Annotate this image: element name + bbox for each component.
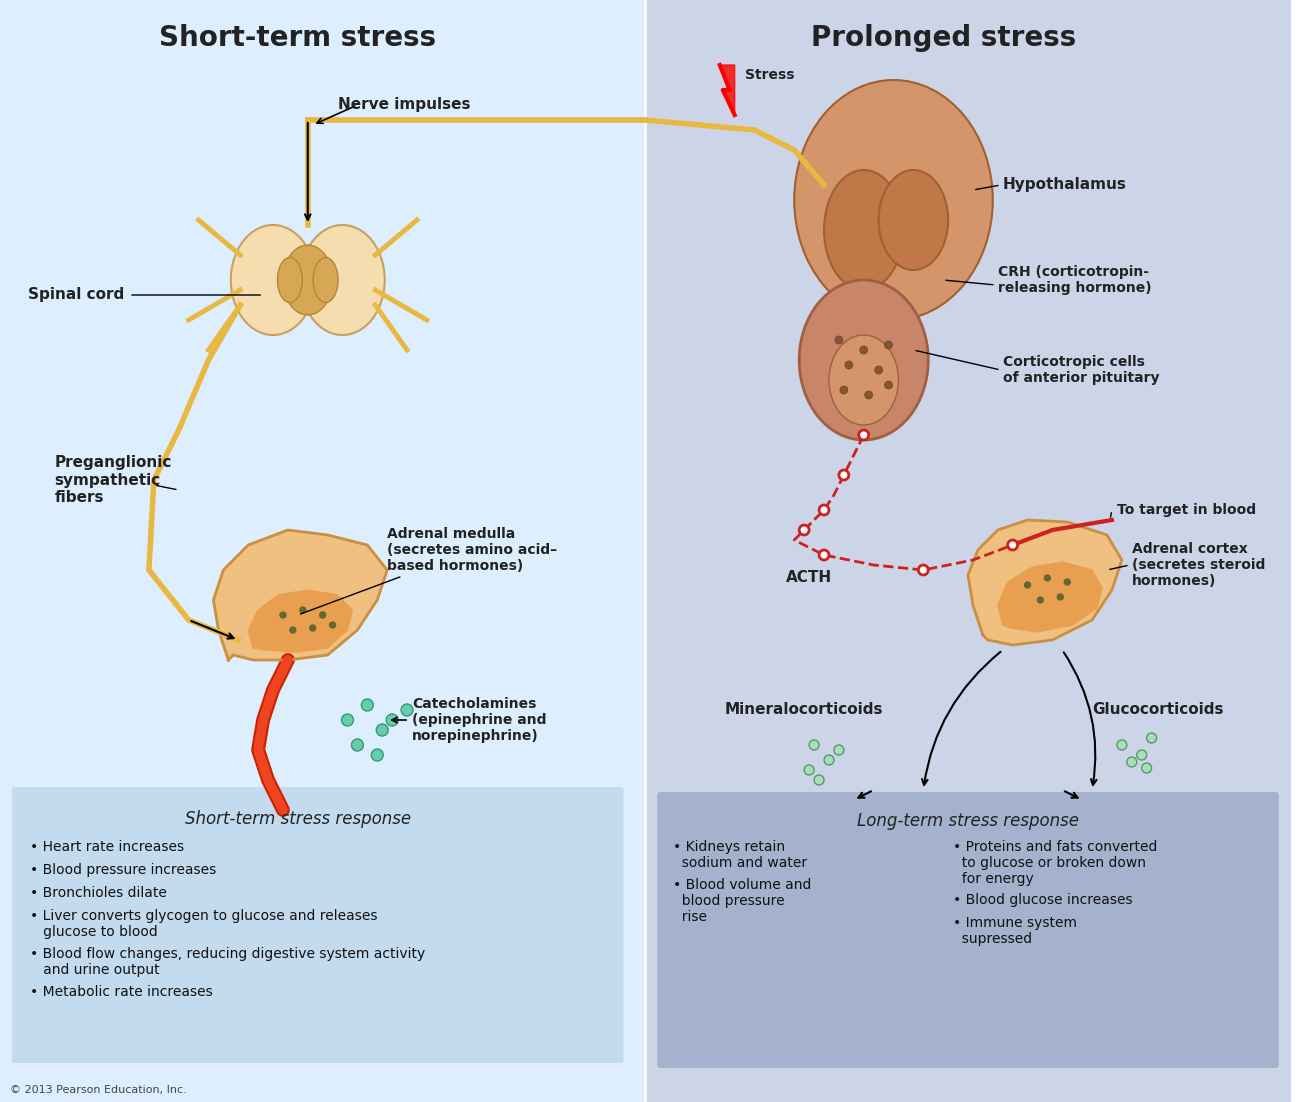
Text: CRH (corticotropin-
releasing hormone): CRH (corticotropin- releasing hormone) bbox=[998, 264, 1152, 295]
Text: Hypothalamus: Hypothalamus bbox=[1002, 177, 1127, 193]
Circle shape bbox=[309, 625, 316, 631]
Text: • Blood pressure increases: • Blood pressure increases bbox=[30, 863, 216, 877]
Circle shape bbox=[320, 612, 325, 618]
Circle shape bbox=[800, 525, 809, 534]
Circle shape bbox=[884, 341, 893, 349]
Circle shape bbox=[372, 749, 383, 761]
Circle shape bbox=[819, 505, 829, 515]
Polygon shape bbox=[998, 562, 1102, 633]
Circle shape bbox=[875, 366, 883, 374]
Circle shape bbox=[859, 430, 868, 440]
Text: • Immune system
  supressed: • Immune system supressed bbox=[953, 916, 1078, 947]
Circle shape bbox=[1024, 582, 1031, 588]
Text: • Bronchioles dilate: • Bronchioles dilate bbox=[30, 886, 166, 900]
Circle shape bbox=[845, 361, 853, 369]
Circle shape bbox=[1136, 750, 1147, 760]
Text: Preganglionic
sympathetic
fibers: Preganglionic sympathetic fibers bbox=[55, 455, 172, 505]
FancyBboxPatch shape bbox=[658, 792, 1279, 1068]
Polygon shape bbox=[968, 520, 1122, 645]
Text: Catecholamines
(epinephrine and
norepinephrine): Catecholamines (epinephrine and norepine… bbox=[412, 696, 546, 743]
Circle shape bbox=[835, 336, 842, 344]
Text: • Liver converts glycogen to glucose and releases
   glucose to blood: • Liver converts glycogen to glucose and… bbox=[30, 909, 377, 939]
Text: ACTH: ACTH bbox=[786, 570, 832, 585]
Circle shape bbox=[1147, 733, 1157, 743]
Text: Prolonged stress: Prolonged stress bbox=[810, 24, 1076, 52]
Circle shape bbox=[840, 386, 848, 395]
Circle shape bbox=[330, 622, 335, 628]
Circle shape bbox=[342, 714, 354, 726]
Circle shape bbox=[1117, 741, 1127, 750]
Circle shape bbox=[1044, 575, 1050, 581]
Polygon shape bbox=[720, 65, 734, 115]
Circle shape bbox=[280, 612, 286, 618]
Text: Stress: Stress bbox=[745, 68, 794, 82]
Ellipse shape bbox=[800, 280, 928, 440]
Circle shape bbox=[1008, 540, 1018, 550]
Text: Nerve impulses: Nerve impulses bbox=[338, 97, 471, 112]
Circle shape bbox=[864, 391, 872, 399]
Circle shape bbox=[819, 550, 829, 560]
Ellipse shape bbox=[277, 258, 303, 303]
Ellipse shape bbox=[794, 80, 993, 320]
Circle shape bbox=[1057, 594, 1063, 599]
Circle shape bbox=[376, 724, 389, 736]
Text: © 2013 Pearson Education, Inc.: © 2013 Pearson Education, Inc. bbox=[10, 1085, 187, 1095]
Text: Spinal cord: Spinal cord bbox=[27, 288, 123, 303]
Text: • Blood glucose increases: • Blood glucose increases bbox=[953, 893, 1132, 907]
Polygon shape bbox=[213, 530, 387, 660]
Text: Long-term stress response: Long-term stress response bbox=[857, 812, 1079, 830]
Circle shape bbox=[290, 627, 296, 633]
Ellipse shape bbox=[313, 258, 338, 303]
Text: Corticotropic cells
of anterior pituitary: Corticotropic cells of anterior pituitar… bbox=[1002, 355, 1160, 385]
Circle shape bbox=[1037, 597, 1044, 603]
Text: • Blood volume and
  blood pressure
  rise: • Blood volume and blood pressure rise bbox=[673, 878, 811, 925]
Ellipse shape bbox=[283, 245, 333, 315]
Circle shape bbox=[824, 755, 833, 765]
Text: Mineralocorticoids: Mineralocorticoids bbox=[724, 702, 883, 717]
Ellipse shape bbox=[231, 225, 315, 335]
Circle shape bbox=[361, 699, 373, 711]
Circle shape bbox=[805, 765, 814, 775]
Ellipse shape bbox=[824, 170, 904, 290]
FancyBboxPatch shape bbox=[0, 0, 645, 1102]
Circle shape bbox=[1141, 763, 1152, 773]
Circle shape bbox=[859, 346, 867, 354]
Text: • Proteins and fats converted
  to glucose or broken down
  for energy: • Proteins and fats converted to glucose… bbox=[953, 840, 1157, 886]
Circle shape bbox=[814, 775, 824, 785]
Circle shape bbox=[351, 739, 364, 750]
Text: • Metabolic rate increases: • Metabolic rate increases bbox=[30, 985, 212, 1000]
Circle shape bbox=[300, 607, 306, 613]
Circle shape bbox=[884, 381, 893, 389]
Circle shape bbox=[1127, 757, 1136, 767]
Text: • Blood flow changes, reducing digestive system activity
   and urine output: • Blood flow changes, reducing digestive… bbox=[30, 947, 425, 977]
Circle shape bbox=[809, 741, 819, 750]
FancyBboxPatch shape bbox=[12, 787, 624, 1063]
Polygon shape bbox=[248, 590, 352, 652]
Text: • Heart rate increases: • Heart rate increases bbox=[30, 840, 183, 854]
Circle shape bbox=[402, 704, 413, 716]
Text: Adrenal cortex
(secretes steroid
hormones): Adrenal cortex (secretes steroid hormone… bbox=[1132, 542, 1265, 588]
Circle shape bbox=[833, 745, 844, 755]
Circle shape bbox=[386, 714, 398, 726]
Circle shape bbox=[838, 469, 849, 480]
Text: Glucocorticoids: Glucocorticoids bbox=[1092, 702, 1223, 717]
Circle shape bbox=[918, 565, 928, 575]
Text: To target in blood: To target in blood bbox=[1117, 503, 1256, 517]
Circle shape bbox=[1065, 579, 1070, 585]
Ellipse shape bbox=[829, 335, 898, 425]
Ellipse shape bbox=[300, 225, 385, 335]
Text: Short-term stress response: Short-term stress response bbox=[185, 810, 411, 828]
Text: Adrenal medulla
(secretes amino acid–
based hormones): Adrenal medulla (secretes amino acid– ba… bbox=[300, 527, 558, 614]
Text: • Kidneys retain
  sodium and water: • Kidneys retain sodium and water bbox=[673, 840, 807, 871]
Text: Short-term stress: Short-term stress bbox=[160, 24, 437, 52]
FancyBboxPatch shape bbox=[645, 0, 1291, 1102]
Ellipse shape bbox=[879, 170, 948, 270]
